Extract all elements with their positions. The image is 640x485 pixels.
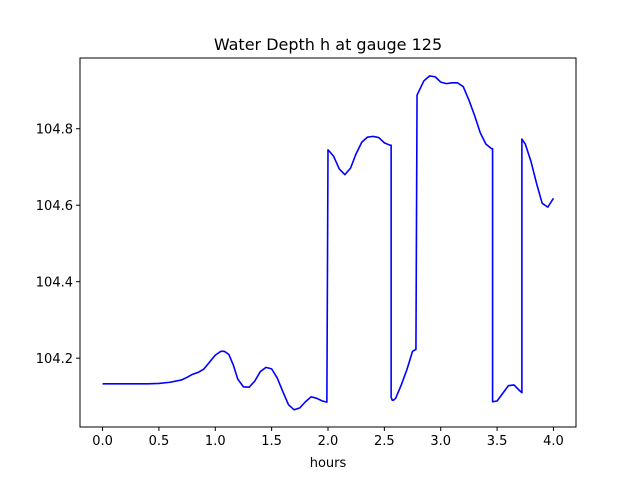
x-tick-label: 2.0 (318, 434, 339, 449)
plot-area (102, 75, 555, 411)
series-line-0 (102, 75, 555, 411)
x-tick-label: 2.5 (374, 434, 395, 449)
y-tick-label: 104.6 (36, 199, 73, 214)
y-axis: 104.2 104.4 104.6 104.8 (36, 123, 80, 367)
x-tick-label: 1.0 (205, 434, 226, 449)
x-tick-label: 3.5 (487, 434, 508, 449)
x-tick-label: 0.5 (149, 434, 170, 449)
x-tick-label: 3.0 (430, 434, 451, 449)
x-tick-label: 1.5 (261, 434, 282, 449)
x-tick-label: 0.0 (92, 434, 113, 449)
x-axis-label: hours (310, 456, 347, 471)
chart-title: Water Depth h at gauge 125 (214, 35, 442, 54)
y-tick-label: 104.4 (36, 276, 73, 291)
y-tick-label: 104.2 (36, 352, 73, 367)
y-tick-label: 104.8 (36, 123, 73, 138)
x-tick-label: 4.0 (543, 434, 564, 449)
x-axis: 0.0 0.5 1.0 1.5 2.0 2.5 3.0 3.5 4.0 (92, 427, 564, 449)
